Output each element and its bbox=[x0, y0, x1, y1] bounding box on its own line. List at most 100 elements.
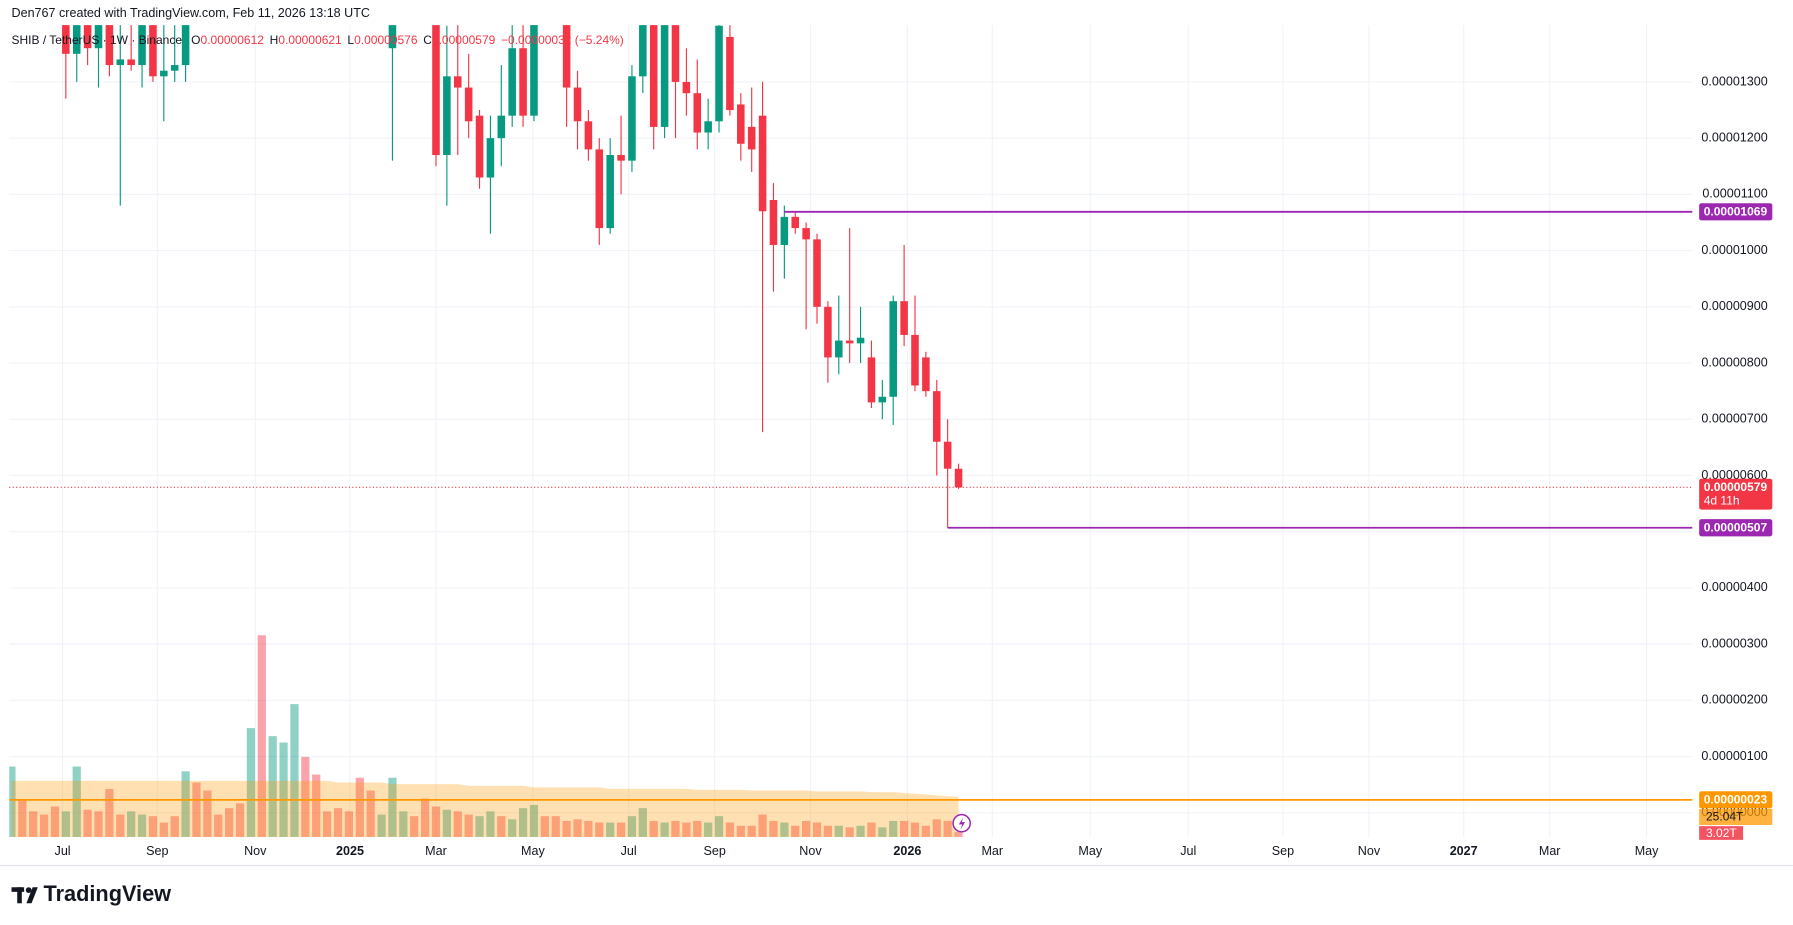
volume-bar bbox=[29, 811, 38, 837]
y-tick-label: 0.00000600 bbox=[1701, 468, 1767, 482]
x-tick-label: 2027 bbox=[1450, 844, 1478, 858]
volume-bar bbox=[910, 822, 920, 837]
volume-bar bbox=[127, 811, 136, 837]
volume-bar bbox=[192, 782, 201, 837]
y-tick-label: 0.00000700 bbox=[1701, 412, 1767, 426]
volume-bar bbox=[802, 820, 811, 837]
y-tick-label: 0.00000200 bbox=[1701, 693, 1767, 707]
volume-bar bbox=[410, 816, 419, 837]
candle-body bbox=[747, 126, 756, 150]
volume-bar bbox=[529, 804, 539, 837]
volume-bar bbox=[867, 822, 876, 837]
legend-value: 0.00000612 bbox=[201, 33, 265, 47]
candle-body bbox=[388, 25, 397, 49]
volume-bar bbox=[616, 822, 626, 837]
candle-body bbox=[584, 121, 593, 150]
volume-bar bbox=[225, 808, 234, 837]
volume-bar bbox=[954, 832, 963, 837]
volume-bar bbox=[540, 816, 549, 837]
volume-bar bbox=[627, 816, 637, 837]
candle-body bbox=[453, 76, 462, 88]
volume-bar bbox=[431, 806, 441, 837]
volume-bar bbox=[486, 811, 495, 837]
legend: SHIB / TetherUS · 1W · Binance O0.0000061… bbox=[12, 33, 624, 47]
candle-body bbox=[519, 48, 527, 116]
volume-bar bbox=[769, 820, 778, 837]
volume-bar bbox=[333, 808, 343, 837]
volume-bar bbox=[170, 816, 179, 837]
legend-value: 0.00000576 bbox=[354, 33, 418, 47]
volume-bar bbox=[105, 788, 114, 837]
volume-box bbox=[1699, 826, 1744, 840]
last-price-label: 0.00000579 bbox=[1704, 480, 1768, 494]
volume-bar bbox=[61, 811, 70, 837]
volume-bar bbox=[704, 822, 713, 837]
volume-bar bbox=[203, 790, 212, 837]
volume-bar bbox=[312, 774, 321, 837]
volume-bar bbox=[94, 811, 103, 837]
volume-bar bbox=[148, 816, 158, 837]
level-label-box bbox=[1699, 791, 1773, 809]
candle-body bbox=[83, 25, 92, 49]
volume-bar bbox=[257, 635, 266, 837]
y-tick-label: 0.00000300 bbox=[1701, 636, 1767, 650]
y-tick-label: 0.00000100 bbox=[1701, 749, 1767, 763]
volume-bar bbox=[388, 777, 397, 837]
x-tick-label: Sep bbox=[146, 844, 168, 858]
volume-bar bbox=[39, 814, 49, 837]
x-tick-label: 2025 bbox=[336, 844, 364, 858]
candle-body bbox=[475, 115, 484, 178]
candle-body bbox=[954, 468, 963, 488]
candle-body bbox=[127, 59, 135, 66]
candle-body bbox=[562, 25, 571, 88]
volume-bar bbox=[497, 816, 506, 837]
y-tick-label: 0.00000900 bbox=[1701, 299, 1767, 313]
candle-body bbox=[726, 36, 734, 111]
volume-bar bbox=[584, 820, 593, 837]
last-price-box bbox=[1699, 478, 1773, 510]
legend-value: 0.00000621 bbox=[278, 33, 342, 47]
candle-body bbox=[911, 334, 919, 386]
candle-body bbox=[824, 306, 832, 358]
x-tick-label: Nov bbox=[799, 844, 822, 858]
volume-bar bbox=[464, 814, 473, 837]
volume-bar bbox=[301, 756, 310, 837]
volume-bar bbox=[758, 814, 767, 837]
y-tick-label: 0.00001100 bbox=[1702, 187, 1767, 201]
candle-body bbox=[715, 25, 723, 122]
volume-bar bbox=[518, 808, 528, 837]
candle-body bbox=[737, 104, 745, 144]
volume-bar bbox=[235, 803, 245, 837]
volume-bar bbox=[921, 825, 930, 837]
candle-body bbox=[72, 25, 81, 54]
legend-key: O bbox=[191, 33, 200, 47]
volume-bar bbox=[214, 814, 223, 837]
volume-bar bbox=[562, 820, 571, 837]
candle-body bbox=[704, 121, 712, 133]
volume-bar bbox=[747, 825, 756, 837]
volume-bar bbox=[693, 820, 702, 837]
overlays: 0.000000000.000001000.000002000.00000300… bbox=[9, 74, 1773, 858]
volume-ma-box bbox=[1699, 809, 1773, 826]
volume-bar bbox=[845, 827, 854, 837]
candle-body bbox=[116, 59, 125, 66]
volume-bar bbox=[780, 822, 789, 837]
candle-body bbox=[889, 301, 897, 397]
volume-bar bbox=[725, 822, 735, 837]
volume-bar bbox=[344, 811, 354, 837]
y-tick-label: 0.00001300 bbox=[1701, 74, 1767, 88]
brand: TradingView bbox=[44, 881, 172, 906]
candle-body bbox=[856, 337, 865, 344]
volume-bar bbox=[943, 820, 952, 837]
level-label: 0.00001069 bbox=[1704, 205, 1768, 219]
y-tick-label: 0.00001200 bbox=[1701, 130, 1767, 144]
x-tick-label: Sep bbox=[704, 844, 726, 858]
candle-body bbox=[160, 70, 168, 77]
candle-body bbox=[813, 239, 821, 307]
volume-bar bbox=[660, 822, 669, 837]
candle-body bbox=[617, 155, 625, 161]
volume-bar bbox=[246, 728, 256, 837]
